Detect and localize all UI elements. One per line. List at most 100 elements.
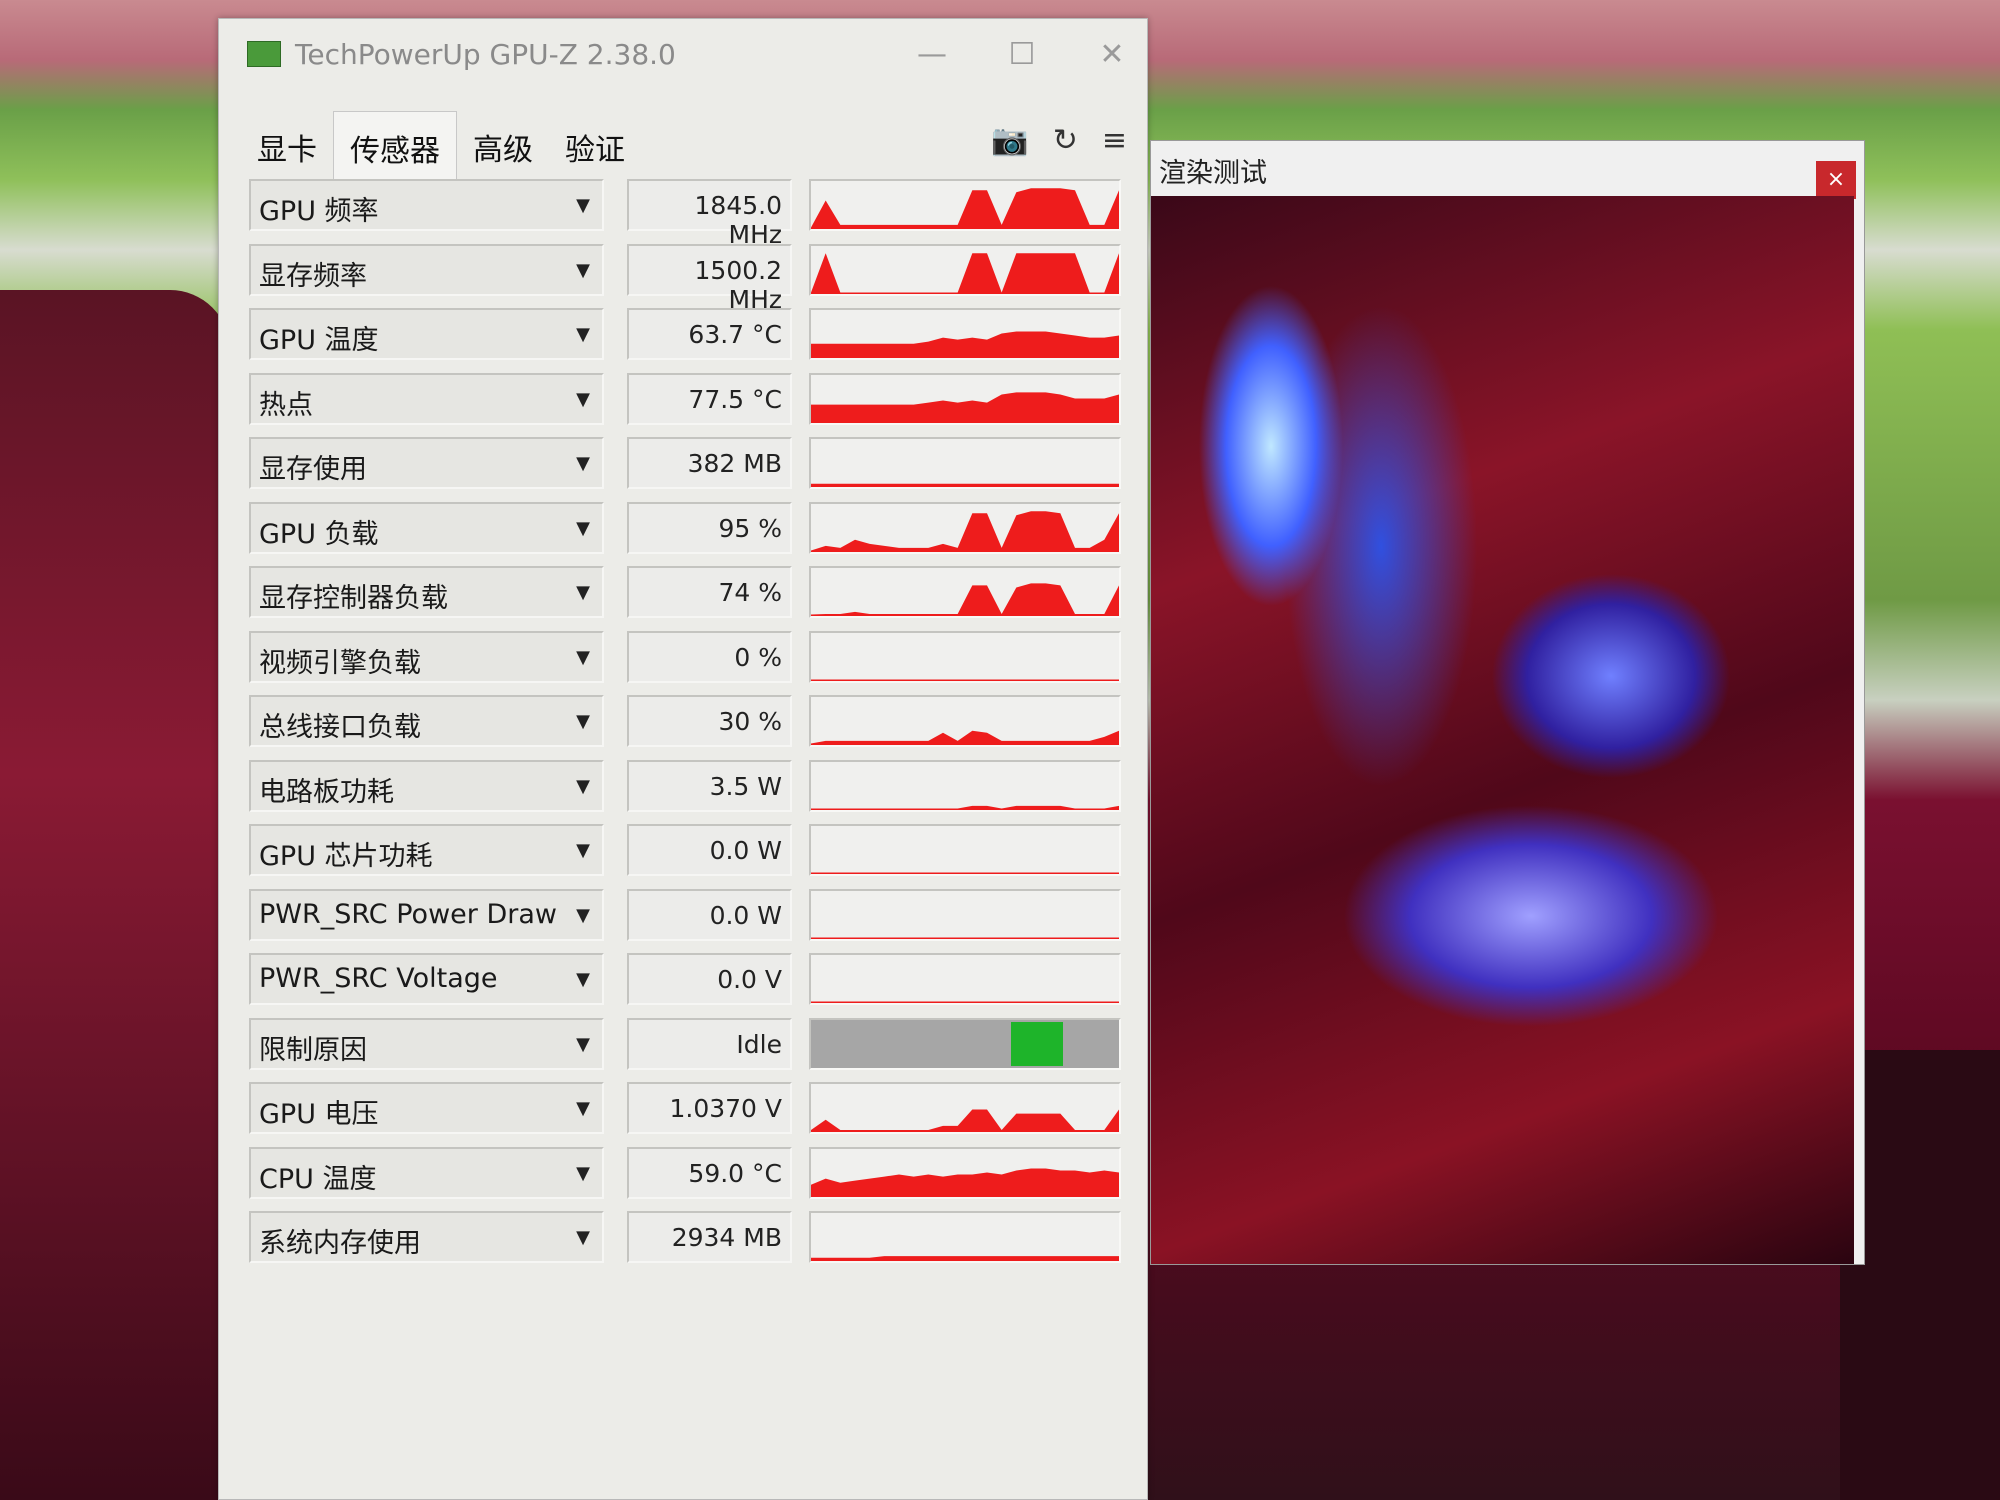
dropdown-arrow-icon[interactable]: ▼ [576, 1098, 590, 1119]
tab-sensors[interactable]: 传感器 [333, 111, 457, 181]
sensor-row: 系统内存使用 ▼ 2934 MB [249, 1211, 1129, 1267]
dropdown-arrow-icon[interactable]: ▼ [576, 388, 590, 410]
minimize-button[interactable]: — [917, 37, 947, 72]
sensor-value: 1.0370 V [627, 1082, 792, 1134]
dropdown-arrow-icon[interactable]: ▼ [576, 775, 590, 797]
sensor-row: 电路板功耗 ▼ 3.5 W [249, 759, 1129, 816]
sensor-label: 显存频率 [259, 260, 367, 292]
sensor-row: GPU 频率 ▼ 1845.0 MHz [249, 179, 1129, 249]
sensor-value: 2934 MB [627, 1211, 792, 1263]
sensor-select[interactable]: GPU 温度 ▼ [249, 308, 604, 360]
sensor-value: Idle [627, 1017, 792, 1070]
sensor-select[interactable]: GPU 负载 ▼ [249, 501, 604, 554]
render-canvas [1151, 196, 1854, 1264]
sensor-graph [809, 630, 1121, 683]
render-window-title: 渲染测试 [1159, 158, 1267, 189]
background-car-front [1840, 1050, 2000, 1500]
sensor-value: 0.0 V [627, 953, 792, 1005]
sensor-graph [809, 308, 1121, 360]
sensor-select[interactable]: GPU 芯片功耗 ▼ [249, 824, 604, 876]
sensor-graph [809, 888, 1121, 941]
sensor-label: PWR_SRC Voltage [259, 963, 498, 994]
sensor-label: 电路板功耗 [259, 776, 394, 808]
sensor-graph-area [811, 1256, 1119, 1261]
dropdown-arrow-icon[interactable]: ▼ [576, 711, 590, 732]
background-car [0, 290, 230, 1500]
dropdown-arrow-icon[interactable]: ▼ [576, 1033, 590, 1055]
dropdown-arrow-icon[interactable]: ▼ [576, 969, 590, 990]
sensor-select[interactable]: PWR_SRC Voltage ▼ [249, 953, 604, 1005]
sensor-graph [809, 437, 1121, 489]
dropdown-arrow-icon[interactable]: ▼ [576, 324, 590, 345]
sensor-graph [809, 243, 1121, 296]
maximize-button[interactable]: ☐ [1008, 37, 1036, 72]
sensor-graph [809, 1082, 1121, 1134]
sensor-value: 95 % [627, 501, 792, 554]
sensor-select[interactable]: GPU 电压 ▼ [249, 1082, 604, 1134]
sensor-select[interactable]: 总线接口负载 ▼ [249, 695, 604, 747]
dropdown-arrow-icon[interactable]: ▼ [576, 582, 590, 603]
dropdown-arrow-icon[interactable]: ▼ [576, 1162, 590, 1184]
sensor-row: 总线接口负载 ▼ 30 % [249, 695, 1129, 751]
sensor-select[interactable]: 显存频率 ▼ [249, 243, 604, 296]
sensor-graph [809, 695, 1121, 747]
render-title-bar[interactable]: 渲染测试 × [1151, 141, 1864, 199]
sensor-graph-area [811, 1109, 1119, 1132]
sensor-graph-area [811, 583, 1119, 616]
sensor-value: 30 % [627, 695, 792, 747]
tab-graphics-card[interactable]: 显卡 [257, 133, 317, 168]
sensor-select[interactable]: GPU 频率 ▼ [249, 179, 604, 231]
sensor-select[interactable]: 视频引擎负载 ▼ [249, 630, 604, 683]
dropdown-arrow-icon[interactable]: ▼ [576, 517, 590, 539]
sensor-value: 1500.2 MHz [627, 243, 792, 314]
sensor-label: GPU 芯片功耗 [259, 841, 433, 872]
sensor-select[interactable]: 电路板功耗 ▼ [249, 759, 604, 812]
sensor-graph-area [811, 188, 1119, 229]
sensor-graph-area [811, 252, 1119, 294]
close-button[interactable]: ✕ [1099, 37, 1125, 72]
dropdown-arrow-icon[interactable]: ▼ [576, 259, 590, 281]
sensor-value: 0.0 W [627, 888, 792, 941]
sensor-graph-area [811, 872, 1119, 874]
camera-icon[interactable]: 📷 [991, 123, 1029, 158]
sensor-graph-area [811, 510, 1119, 552]
sensor-label: 系统内存使用 [259, 1228, 421, 1259]
refresh-icon[interactable]: ↻ [1052, 123, 1078, 158]
tab-advanced[interactable]: 高级 [473, 133, 533, 168]
sensor-graph [809, 372, 1121, 425]
menu-icon[interactable]: ≡ [1101, 123, 1127, 158]
sensor-row: PWR_SRC Power Draw ▼ 0.0 W [249, 888, 1129, 945]
title-bar[interactable]: TechPowerUp GPU-Z 2.38.0 — ☐ ✕ [219, 19, 1147, 89]
sensor-select[interactable]: PWR_SRC Power Draw ▼ [249, 888, 604, 941]
sensor-select[interactable]: 限制原因 ▼ [249, 1017, 604, 1070]
sensor-graph-area [811, 679, 1119, 681]
render-close-button[interactable]: × [1816, 161, 1856, 199]
dropdown-arrow-icon[interactable]: ▼ [576, 195, 590, 216]
dropdown-arrow-icon[interactable]: ▼ [576, 1227, 590, 1248]
sensor-value: 77.5 °C [627, 372, 792, 425]
sensor-row: CPU 温度 ▼ 59.0 °C [249, 1146, 1129, 1203]
tab-validation[interactable]: 验证 [565, 133, 625, 168]
dropdown-arrow-icon[interactable]: ▼ [576, 453, 590, 474]
sensor-row: GPU 芯片功耗 ▼ 0.0 W [249, 824, 1129, 880]
sensor-label: 总线接口负载 [259, 712, 421, 743]
dropdown-arrow-icon[interactable]: ▼ [576, 904, 590, 926]
sensor-graph [809, 179, 1121, 231]
sensor-row: GPU 负载 ▼ 95 % [249, 501, 1129, 558]
sensor-row: 限制原因 ▼ Idle [249, 1017, 1129, 1074]
sensor-value: 0.0 W [627, 824, 792, 876]
gpuz-window: TechPowerUp GPU-Z 2.38.0 — ☐ ✕ 显卡 传感器 高级… [218, 18, 1148, 1500]
sensor-select[interactable]: CPU 温度 ▼ [249, 1146, 604, 1199]
dropdown-arrow-icon[interactable]: ▼ [576, 646, 590, 668]
sensor-select[interactable]: 显存使用 ▼ [249, 437, 604, 489]
sensor-row: GPU 温度 ▼ 63.7 °C [249, 308, 1129, 364]
sensor-graph-area [811, 1001, 1119, 1003]
sensor-graph-area [811, 1167, 1119, 1197]
sensor-value: 1845.0 MHz [627, 179, 792, 249]
sensor-graph [809, 1211, 1121, 1263]
sensor-graph [809, 824, 1121, 876]
sensor-select[interactable]: 显存控制器负载 ▼ [249, 566, 604, 618]
dropdown-arrow-icon[interactable]: ▼ [576, 840, 590, 861]
sensor-select[interactable]: 系统内存使用 ▼ [249, 1211, 604, 1263]
sensor-select[interactable]: 热点 ▼ [249, 372, 604, 425]
